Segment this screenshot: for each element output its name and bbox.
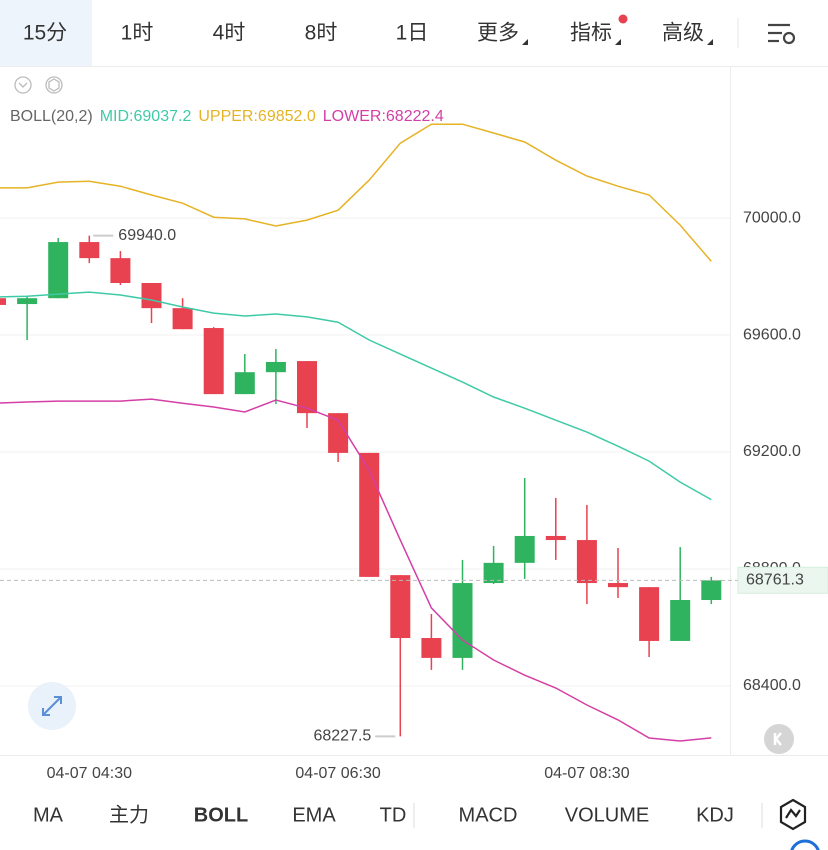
- expand-icon: [42, 696, 62, 716]
- candle-body: [110, 258, 131, 283]
- y-tick-label: 69200.0: [743, 443, 801, 460]
- indicator-legend: BOLL(20,2) MID:69037.2 UPPER:69852.0 LOWER:…: [10, 108, 444, 125]
- candle-body: [79, 242, 100, 259]
- price-label: 68761.3: [746, 572, 804, 589]
- indicator-tab[interactable]: TD: [380, 804, 407, 826]
- candle-body: [576, 540, 597, 584]
- indicator-tab[interactable]: EMA: [292, 804, 336, 826]
- indicator-tab[interactable]: VOLUME: [565, 804, 649, 826]
- price-label-bg: [737, 566, 828, 594]
- readout-value: 69037.2: [134, 108, 192, 125]
- back-button[interactable]: [764, 724, 794, 754]
- timeframe-tab[interactable]: 15分: [23, 22, 67, 45]
- x-tick-label: 04-07 04:30: [47, 765, 133, 782]
- candle-body: [390, 575, 411, 639]
- red-dot: [618, 14, 628, 24]
- y-tick-label: 70000.0: [743, 209, 801, 226]
- band-line: [0, 398, 712, 742]
- timeframe-tab[interactable]: 8时: [305, 22, 338, 45]
- corner-badge: [790, 839, 820, 850]
- candle-body: [234, 372, 255, 395]
- timeframe-tab[interactable]: 指标: [570, 22, 612, 45]
- candle-body: [452, 583, 473, 658]
- active-tab-bg: [0, 0, 92, 66]
- band-line: [0, 291, 712, 501]
- readout-name: LOWER:: [323, 108, 386, 125]
- candle-body: [670, 600, 691, 641]
- annotation-label: 68227.5: [313, 728, 371, 745]
- timeframe-tab[interactable]: 1日: [396, 22, 429, 45]
- candle-body: [608, 583, 628, 588]
- candle-body: [297, 361, 317, 414]
- band-line: [0, 123, 712, 262]
- dropdown-caret: [707, 39, 713, 45]
- readout-name: UPPER:: [198, 108, 258, 125]
- dropdown-caret: [615, 39, 621, 45]
- candle-body: [17, 298, 38, 305]
- top-icons[interactable]: [14, 76, 63, 94]
- candle-body: [514, 535, 535, 563]
- readout-value: 68222.4: [386, 108, 444, 125]
- candle-body: [639, 587, 660, 641]
- indicator-name: BOLL(20,2): [10, 108, 93, 125]
- candle-body: [0, 298, 6, 305]
- candle-body: [203, 328, 224, 395]
- timeframe-tab[interactable]: 更多: [477, 22, 519, 45]
- candle-body: [483, 562, 504, 584]
- candle-body: [172, 308, 193, 330]
- indicator-tab[interactable]: MACD: [459, 804, 518, 826]
- candle-body: [328, 413, 349, 453]
- candle-body: [141, 282, 162, 309]
- annotation-label: 69940.0: [118, 227, 176, 244]
- chart-icon[interactable]: [779, 798, 807, 831]
- candle-body: [48, 242, 69, 299]
- candle-body: [701, 580, 722, 601]
- timeframe-tab[interactable]: 4时: [213, 22, 246, 45]
- dropdown-caret: [522, 39, 528, 45]
- settings-icon[interactable]: [768, 23, 796, 45]
- indicator-tab[interactable]: KDJ: [696, 804, 734, 826]
- indicator-tab[interactable]: MA: [33, 804, 64, 826]
- y-tick-label: 69600.0: [743, 326, 801, 343]
- candle-body: [421, 638, 442, 658]
- candle-body: [545, 535, 566, 541]
- indicator-tab[interactable]: 主力: [109, 803, 149, 826]
- timeframe-tab[interactable]: 1时: [121, 22, 154, 45]
- x-tick-label: 04-07 06:30: [295, 765, 381, 782]
- timeframe-tab[interactable]: 高级: [662, 22, 704, 45]
- candle-body: [359, 452, 380, 577]
- readout-value: 69852.0: [258, 108, 316, 125]
- x-tick-label: 04-07 08:30: [544, 765, 630, 782]
- indicator-tab[interactable]: BOLL: [194, 804, 248, 826]
- y-tick-label: 68400.0: [743, 677, 801, 694]
- candle-body: [265, 361, 286, 373]
- readout-name: MID:: [100, 108, 134, 125]
